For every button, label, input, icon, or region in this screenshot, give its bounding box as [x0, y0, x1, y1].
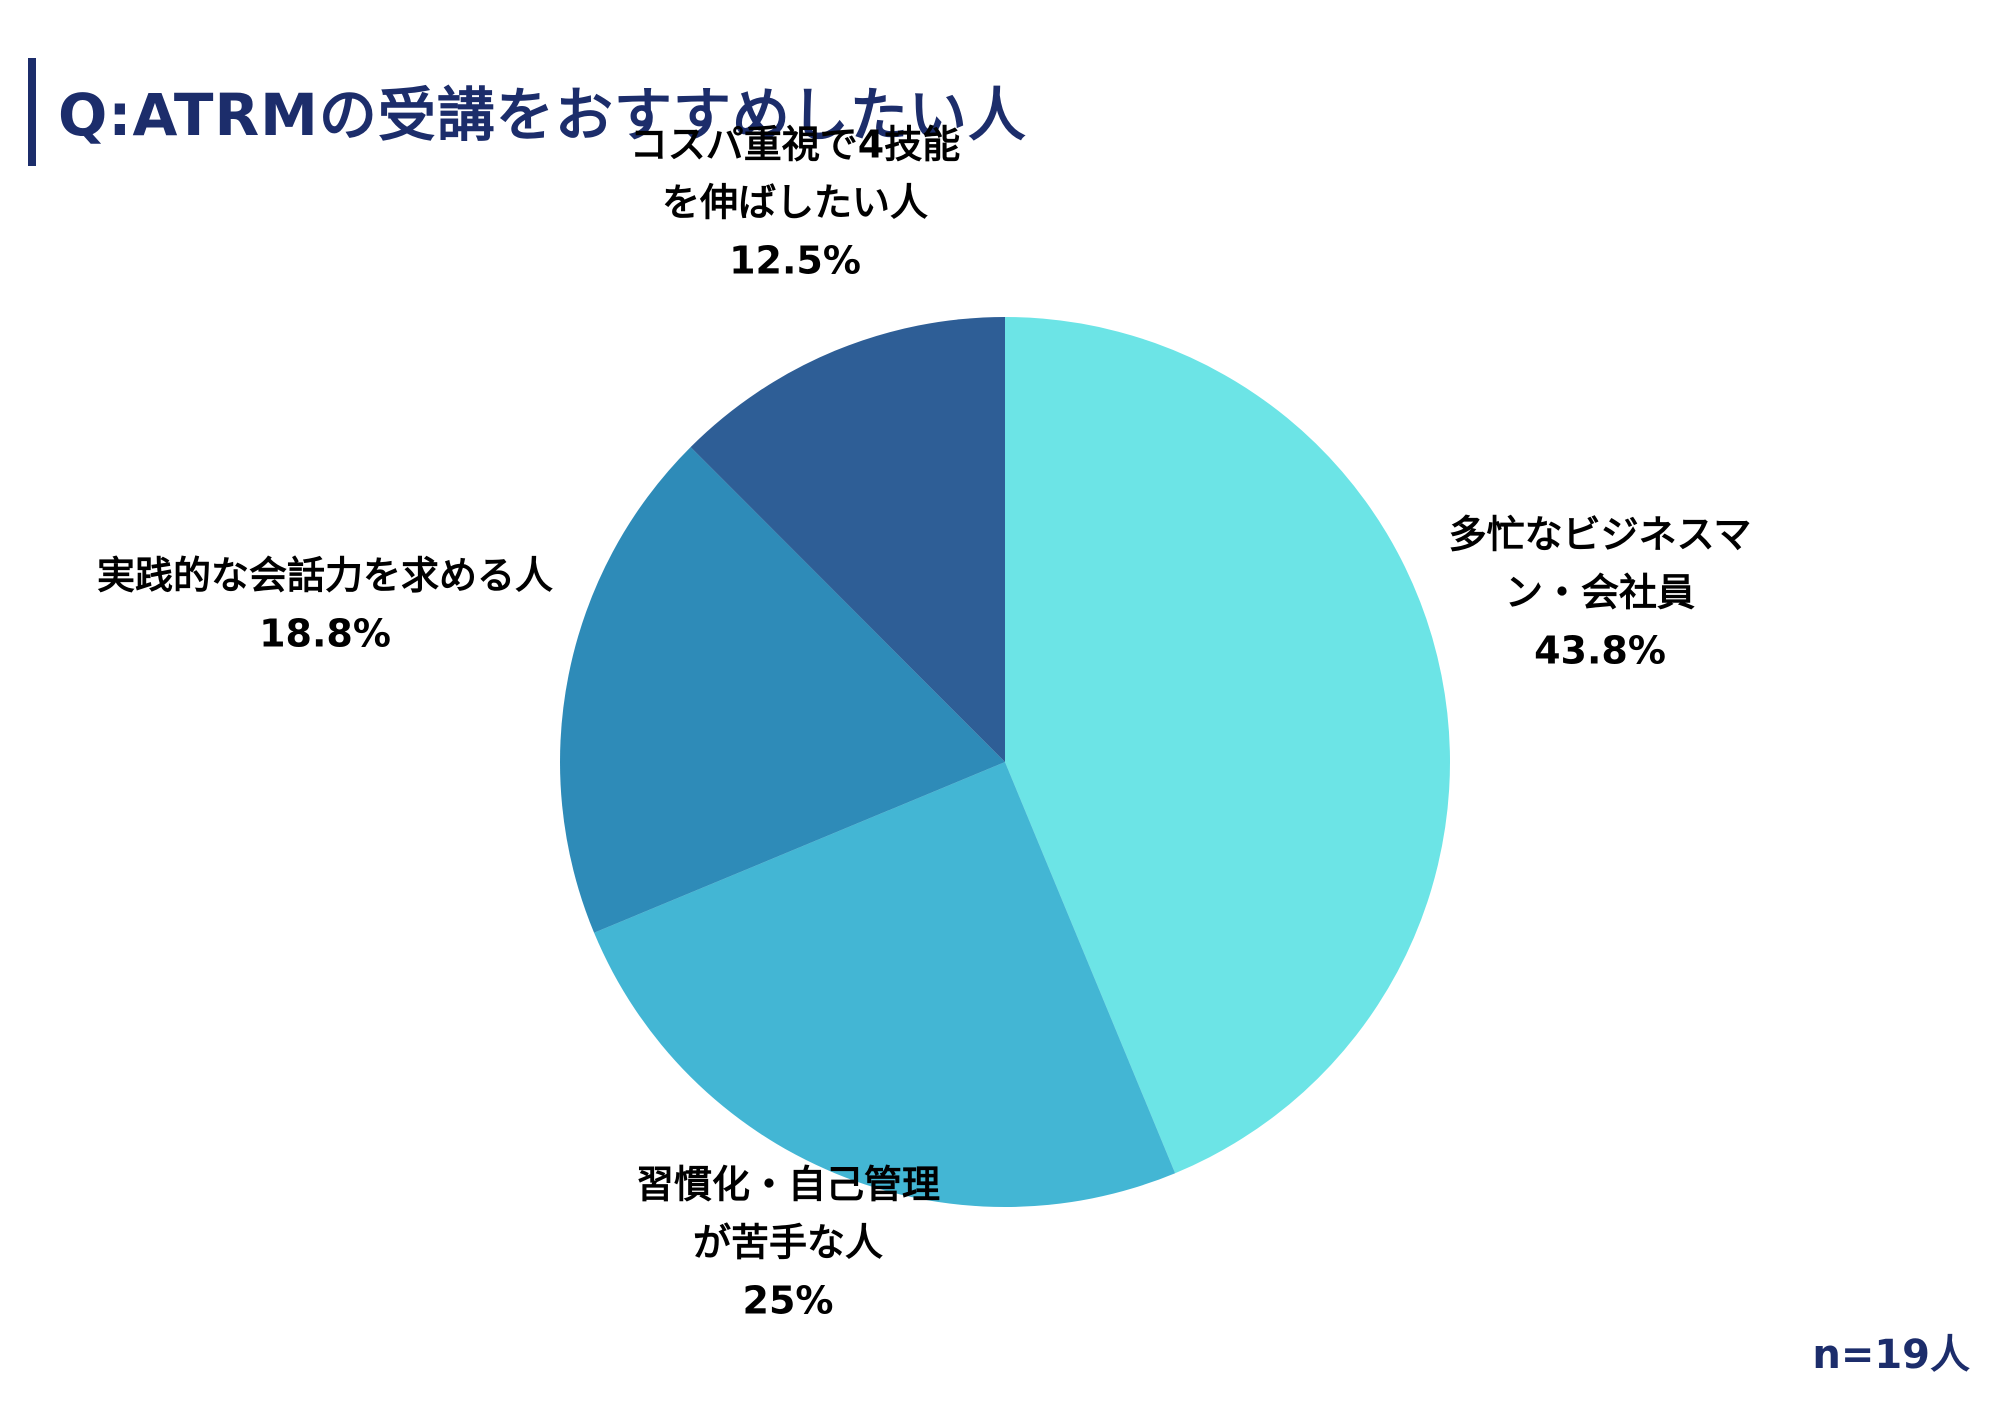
- chart-title: Q:ATRMの受講をおすすめしたい人: [58, 81, 1027, 149]
- slice-label-line: を伸ばしたい人: [662, 181, 928, 225]
- slice-label-line: 習慣化・自己管理: [636, 1163, 940, 1207]
- pie-slice-3: [560, 447, 1005, 933]
- slice-label-line: ン・会社員: [1505, 571, 1695, 615]
- slice-label-line: 多忙なビジネスマ: [1449, 513, 1752, 557]
- slice-label-4: コスパ重視で4技能を伸ばしたい人 12.5%: [630, 123, 960, 283]
- pie-slice-1: [1005, 317, 1450, 1174]
- slice-label-line: 12.5%: [729, 239, 861, 283]
- pie-labels: 多忙なビジネスマン・会社員 43.8% 習慣化・自己管理が苦手な人 25% 実践的な会話…: [97, 123, 1751, 1323]
- slice-label-1: 多忙なビジネスマン・会社員 43.8%: [1449, 513, 1752, 673]
- title-accent-bar: [28, 58, 36, 166]
- sample-size-note: n=19人: [1812, 1332, 1970, 1378]
- slice-label-line: が苦手な人: [693, 1221, 883, 1265]
- pie-slice-4: [690, 317, 1005, 762]
- slice-label-line: 18.8%: [259, 612, 391, 656]
- slice-label-3: 実践的な会話力を求める人 18.8%: [97, 554, 553, 656]
- slice-label-line: 43.8%: [1534, 629, 1666, 673]
- pie-slice-2: [594, 762, 1176, 1207]
- pie-slices: [560, 317, 1450, 1207]
- slice-label-line: 25%: [743, 1279, 834, 1323]
- slice-label-line: 実践的な会話力を求める人: [97, 554, 553, 598]
- slice-label-line: コスパ重視で4技能: [630, 123, 960, 167]
- slice-label-2: 習慣化・自己管理が苦手な人 25%: [636, 1163, 940, 1323]
